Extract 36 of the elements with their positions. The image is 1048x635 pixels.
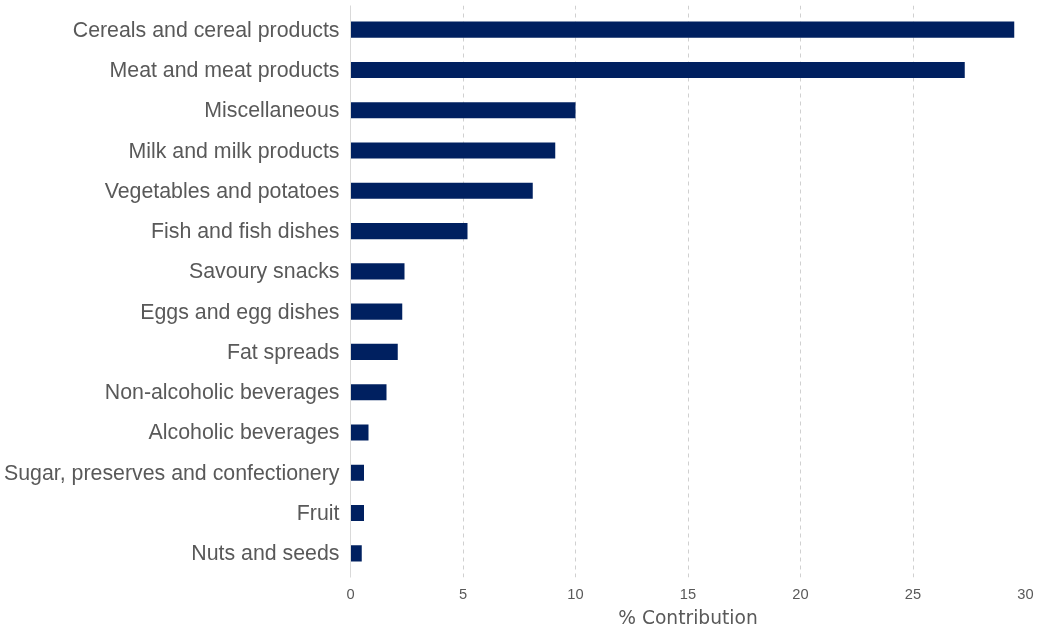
bar (350, 102, 576, 119)
bar (350, 464, 364, 481)
bar (350, 424, 369, 441)
x-tick-label: 30 (1017, 585, 1034, 602)
y-tick-label: Fruit (296, 501, 340, 526)
bar (350, 303, 403, 320)
bar (350, 343, 398, 360)
bar (350, 61, 965, 79)
bar (350, 21, 1015, 38)
y-tick-label: Vegetables and potatoes (104, 178, 340, 203)
x-axis-title: % Contribution (618, 606, 758, 628)
y-tick-label: Miscellaneous (204, 98, 340, 123)
x-tick-label: 15 (679, 585, 697, 602)
bar (350, 223, 468, 240)
x-tick-label: 25 (904, 585, 922, 602)
bar (350, 545, 362, 562)
y-tick-label: Fish and fish dishes (151, 219, 340, 244)
y-tick-label: Alcoholic beverages (148, 420, 340, 445)
y-tick-label: Cereals and cereal products (72, 17, 340, 42)
y-tick-label: Sugar, preserves and confectionery (3, 460, 340, 485)
bar (350, 504, 364, 522)
x-tick-label: 5 (458, 585, 468, 602)
bar (350, 263, 405, 280)
x-tick-label: 10 (567, 585, 584, 602)
x-tick-label: 0 (346, 585, 355, 602)
y-tick-label: Milk and milk products (128, 138, 340, 163)
y-tick-label: Savoury snacks (188, 259, 340, 284)
y-tick-label: Meat and meat products (109, 57, 340, 82)
x-tick-label: 20 (792, 585, 809, 602)
y-tick-label: Non-alcoholic beverages (104, 380, 340, 405)
bar (350, 182, 533, 199)
y-tick-label: Eggs and egg dishes (140, 299, 340, 324)
bar (350, 142, 556, 159)
y-tick-label: Nuts and seeds (191, 541, 340, 566)
bar (350, 384, 387, 401)
y-tick-label: Fat spreads (226, 339, 340, 364)
